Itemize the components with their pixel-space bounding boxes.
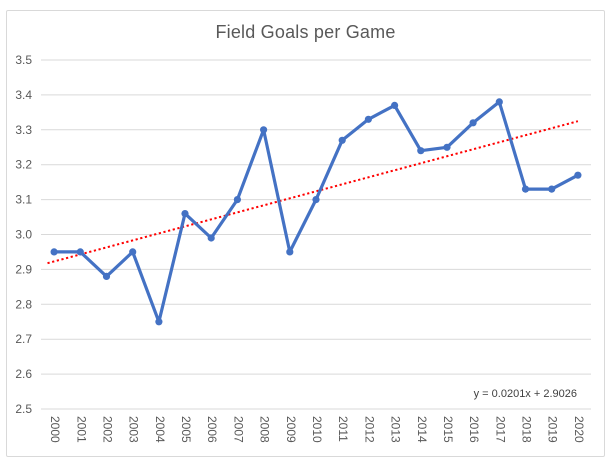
- trendline-equation: y = 0.0201x + 2.9026: [473, 388, 577, 400]
- y-tick-label: 3.2: [15, 158, 32, 172]
- data-point[interactable]: [469, 119, 477, 127]
- x-tick-label: 2013: [389, 416, 403, 443]
- y-tick-label: 2.8: [15, 297, 32, 311]
- data-point[interactable]: [312, 196, 320, 204]
- x-tick-label: 2012: [362, 416, 376, 443]
- x-tick-label: 2018: [520, 416, 534, 443]
- x-tick-label: 2003: [127, 416, 141, 443]
- x-tick-label: 2006: [205, 416, 219, 443]
- x-tick-label: 2020: [572, 416, 586, 443]
- data-point[interactable]: [391, 101, 399, 109]
- data-point[interactable]: [233, 196, 241, 204]
- y-tick-label: 3.0: [15, 228, 32, 242]
- data-line[interactable]: [52, 100, 580, 324]
- y-tick-label: 2.6: [15, 367, 32, 381]
- data-point[interactable]: [76, 248, 84, 256]
- y-tick-label: 3.4: [15, 88, 32, 102]
- x-tick-label: 2001: [74, 416, 88, 443]
- data-point[interactable]: [181, 210, 189, 218]
- x-tick-label: 2011: [336, 416, 350, 442]
- data-point[interactable]: [574, 171, 582, 179]
- x-tick-label: 2005: [179, 416, 193, 443]
- data-point[interactable]: [50, 248, 58, 256]
- y-tick-label: 3.3: [15, 123, 32, 137]
- data-point[interactable]: [155, 318, 163, 326]
- data-point[interactable]: [443, 143, 451, 151]
- data-point[interactable]: [102, 272, 111, 280]
- data-point[interactable]: [286, 248, 294, 256]
- data-point[interactable]: [521, 185, 530, 193]
- x-tick-label: 2000: [48, 416, 62, 443]
- x-tick-label: 2010: [310, 416, 324, 443]
- data-point[interactable]: [495, 98, 503, 106]
- y-tick-label: 2.9: [15, 262, 32, 276]
- data-point[interactable]: [548, 185, 556, 193]
- y-tick-label: 3.1: [15, 193, 32, 207]
- y-tick-label: 3.5: [15, 53, 32, 67]
- data-point[interactable]: [364, 115, 372, 123]
- plot-area[interactable]: 3.5 3.4 3.3 3.2 3.1 3.0 2.9 2.8 2.7 2.6 2.5 2000 200…: [7, 11, 604, 456]
- data-point[interactable]: [338, 136, 346, 144]
- x-tick-label: 2015: [441, 416, 455, 443]
- data-point[interactable]: [129, 248, 137, 256]
- x-tick-label: 2009: [284, 416, 298, 443]
- data-point[interactable]: [417, 147, 425, 155]
- x-tick-label: 2008: [258, 416, 272, 443]
- chart-title: Field Goals per Game: [215, 22, 396, 42]
- x-tick-label: 2017: [493, 416, 507, 443]
- trendline[interactable]: [47, 120, 579, 265]
- x-tick-label: 2014: [415, 416, 429, 443]
- x-tick-label: 2002: [101, 416, 115, 443]
- y-tick-label: 2.5: [15, 402, 32, 416]
- chart-frame[interactable]: 3.5 3.4 3.3 3.2 3.1 3.0 2.9 2.8 2.7 2.6 2.5 2000 200…: [6, 10, 605, 457]
- x-tick-label: 2016: [467, 416, 481, 443]
- y-tick-label: 2.7: [15, 332, 32, 346]
- x-tick-label: 2004: [153, 416, 167, 443]
- x-tick-label: 2019: [546, 416, 560, 443]
- x-tick-label: 2007: [231, 416, 245, 443]
- data-point[interactable]: [260, 126, 268, 134]
- data-point[interactable]: [207, 234, 215, 242]
